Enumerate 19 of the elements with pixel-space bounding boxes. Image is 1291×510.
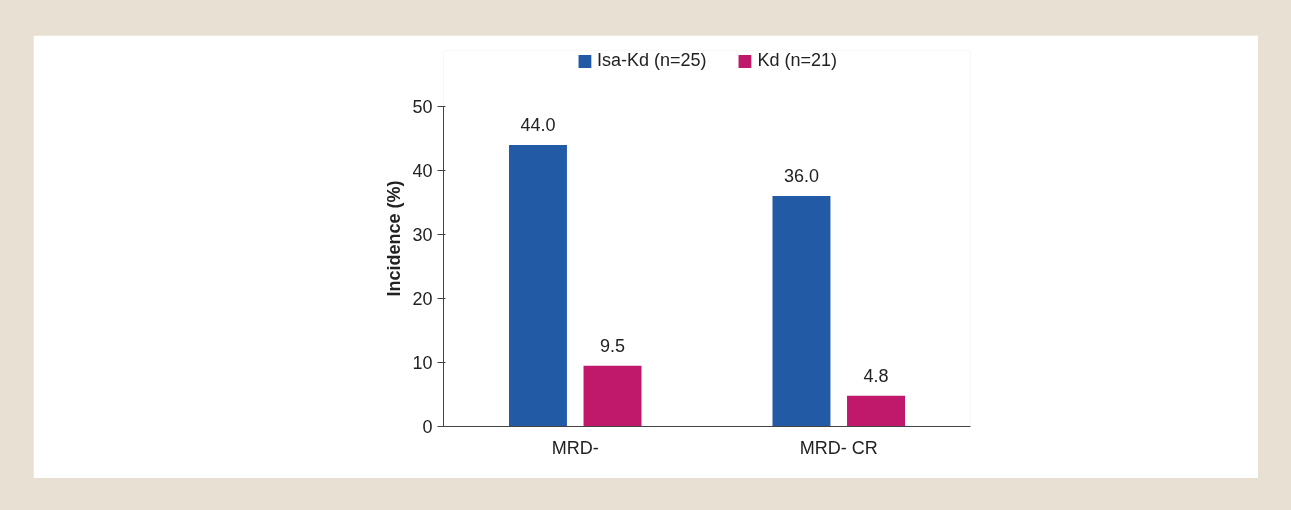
- data-label: 36.0: [783, 166, 819, 187]
- bar: [508, 144, 567, 427]
- y-tick-label: 30: [412, 225, 433, 245]
- legend-label: Isa-Kd (n=25): [596, 50, 707, 71]
- y-tick-label: 10: [412, 353, 433, 373]
- y-tick-label: 20: [412, 289, 433, 309]
- y-tick-label: 50: [412, 97, 433, 117]
- x-tick-label: MRD-: [551, 437, 599, 458]
- bar: [583, 365, 642, 427]
- x-tick-label: MRD- CR: [799, 437, 878, 458]
- legend-label: Kd (n=21): [757, 50, 838, 71]
- data-label: 4.8: [863, 365, 889, 386]
- data-label: 44.0: [520, 114, 556, 135]
- y-tick-label: 0: [422, 417, 433, 437]
- data-label: 9.5: [600, 335, 626, 356]
- bar: [772, 196, 831, 427]
- y-tick-label: 40: [412, 161, 433, 181]
- y-axis-title: Incidence (%): [384, 180, 405, 297]
- bar: [847, 395, 906, 427]
